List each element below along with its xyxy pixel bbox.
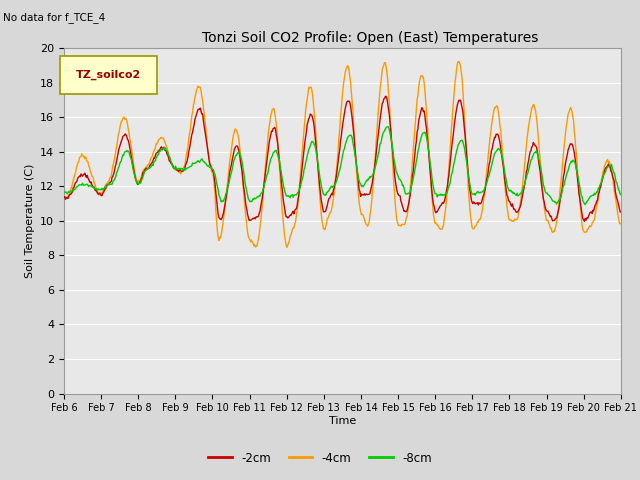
-4cm [455,59,463,64]
-8cm [60,190,68,195]
-8cm [70,187,78,193]
-8cm [184,165,192,171]
Title: Tonzi Soil CO2 Profile: Open (East) Temperatures: Tonzi Soil CO2 Profile: Open (East) Temp… [202,32,538,46]
-2cm [70,184,78,190]
-4cm [411,126,419,132]
-2cm [411,152,419,158]
-2cm [184,155,192,160]
-2cm [127,155,135,160]
-8cm [384,124,392,130]
-2cm [214,204,221,210]
-4cm [70,175,78,180]
-4cm [60,191,68,197]
-2cm [428,180,435,186]
-2cm [580,218,588,224]
FancyBboxPatch shape [60,56,157,94]
Y-axis label: Soil Temperature (C): Soil Temperature (C) [24,164,35,278]
-8cm [428,166,435,172]
-8cm [411,167,419,173]
-4cm [428,183,435,189]
Line: -8cm: -8cm [64,127,621,204]
Text: TZ_soilco2: TZ_soilco2 [76,70,141,80]
-4cm [283,244,291,250]
-8cm [617,192,625,197]
-2cm [60,194,68,200]
-2cm [381,94,389,99]
Legend: -2cm, -4cm, -8cm: -2cm, -4cm, -8cm [204,447,436,469]
Text: No data for f_TCE_4: No data for f_TCE_4 [3,12,106,23]
-4cm [184,144,192,150]
-4cm [617,221,625,227]
Line: -4cm: -4cm [64,61,621,247]
-2cm [617,209,625,215]
-8cm [214,183,221,189]
-4cm [214,227,221,233]
-8cm [127,157,135,163]
X-axis label: Time: Time [329,416,356,426]
-8cm [581,202,589,207]
-4cm [127,145,135,151]
Line: -2cm: -2cm [64,96,621,221]
